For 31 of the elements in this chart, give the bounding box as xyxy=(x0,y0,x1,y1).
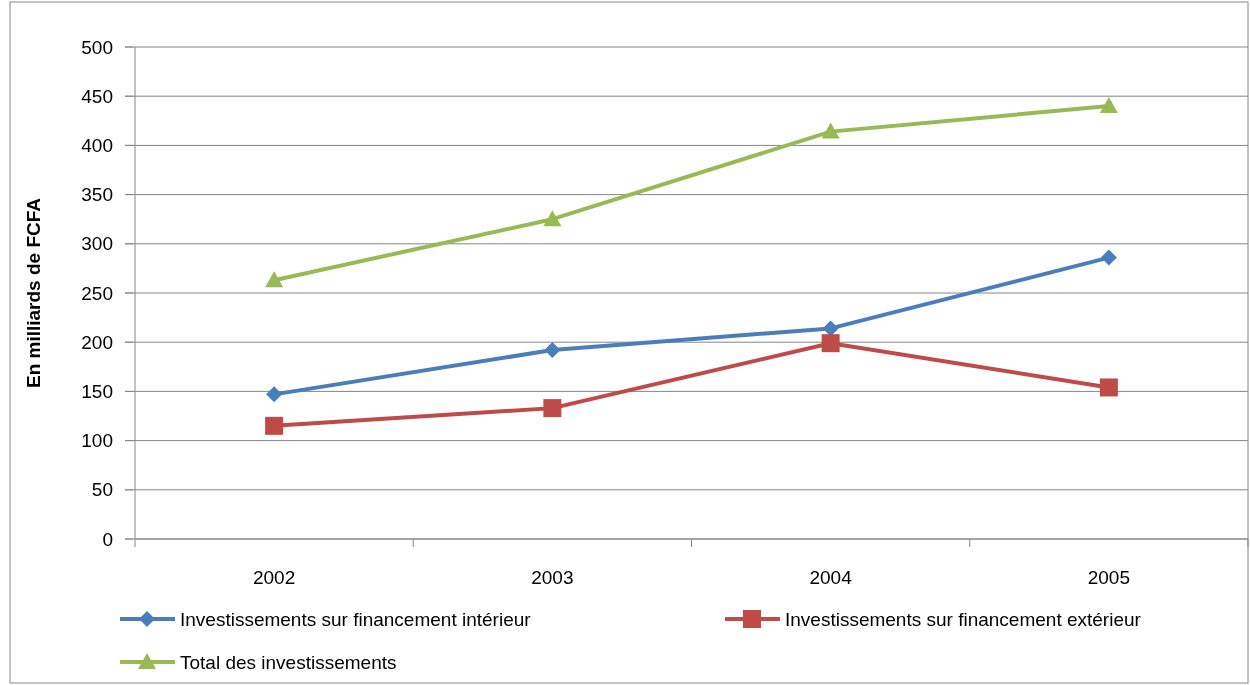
y-tick-label: 150 xyxy=(81,381,113,403)
legend-label: Investissements sur financement extérieur xyxy=(785,608,1142,630)
point xyxy=(1099,378,1118,397)
y-axis-title: En milliards de FCFA xyxy=(23,197,44,389)
point xyxy=(265,271,284,288)
point xyxy=(822,320,839,337)
x-tick-label: 2003 xyxy=(531,567,574,588)
x-tick-label: 2005 xyxy=(1087,567,1131,588)
legend-label: Investissements sur financement intérieur xyxy=(180,608,532,630)
point xyxy=(543,399,562,418)
legend-label: Total des investissements xyxy=(180,651,397,673)
y-tick-label: 450 xyxy=(81,85,113,107)
y-tick-label: 500 xyxy=(81,36,113,58)
point xyxy=(265,416,284,435)
y-tick-label: 100 xyxy=(81,430,113,452)
y-tick-label: 400 xyxy=(81,135,113,157)
point xyxy=(266,386,283,403)
point xyxy=(1100,249,1117,266)
point xyxy=(821,122,840,139)
y-tick-label: 300 xyxy=(81,233,113,255)
point xyxy=(821,334,840,353)
x-tick-label: 2002 xyxy=(252,567,296,588)
y-tick-label: 350 xyxy=(81,184,113,206)
y-tick-label: 250 xyxy=(81,282,113,304)
point xyxy=(1099,97,1118,114)
y-tick-label: 0 xyxy=(102,528,113,550)
x-tick-label: 2004 xyxy=(809,567,853,588)
point xyxy=(543,210,562,227)
y-tick-label: 200 xyxy=(81,331,113,353)
y-tick-label: 50 xyxy=(91,479,113,501)
point xyxy=(544,342,561,359)
